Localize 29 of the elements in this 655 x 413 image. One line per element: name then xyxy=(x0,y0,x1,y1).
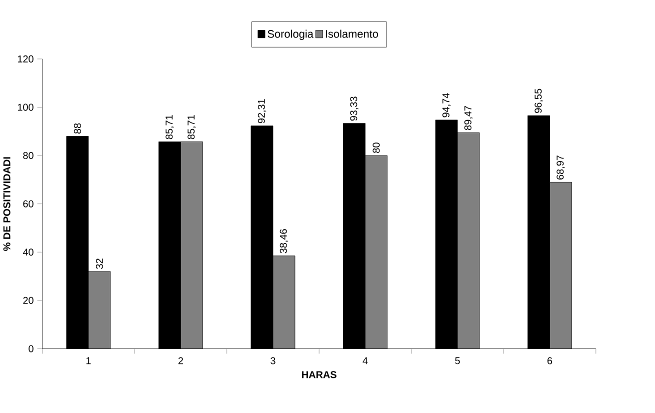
y-tick-label: 20 xyxy=(23,297,34,304)
x-tick-label: 3 xyxy=(270,357,276,364)
y-tick-label: 120 xyxy=(18,56,34,63)
data-label: 68,97 xyxy=(556,156,565,180)
data-label: 38,46 xyxy=(280,229,288,254)
x-tick-label: 4 xyxy=(362,357,368,364)
x-tick-label: 6 xyxy=(547,357,552,364)
y-tick-label: 0 xyxy=(28,345,34,352)
x-tick-label: 5 xyxy=(455,357,460,364)
data-label: 96,55 xyxy=(534,89,543,114)
x-tick-label: 1 xyxy=(86,357,91,364)
y-tick-label: 80 xyxy=(23,152,34,160)
data-label: 93,33 xyxy=(350,96,358,121)
data-label: 88 xyxy=(74,124,81,134)
y-tick-label: 100 xyxy=(18,104,34,111)
data-label: 94,74 xyxy=(442,93,451,118)
y-tick-label: 40 xyxy=(22,248,34,256)
data-label: 32 xyxy=(96,258,103,270)
x-axis-title: HARAS xyxy=(302,371,336,378)
x-tick-label: 2 xyxy=(178,357,183,364)
data-label: 92,31 xyxy=(258,99,266,124)
data-label: 85,71 xyxy=(166,115,174,140)
legend-label: Isolamento xyxy=(326,30,378,38)
data-label: 89,47 xyxy=(464,106,473,130)
legend-label: Sorologia xyxy=(268,30,314,40)
y-axis-title: % DE POSITIVIDADI xyxy=(3,157,10,252)
y-tick-label: 60 xyxy=(23,200,34,208)
data-label: 80 xyxy=(372,142,380,154)
data-label: 85,71 xyxy=(188,115,196,140)
